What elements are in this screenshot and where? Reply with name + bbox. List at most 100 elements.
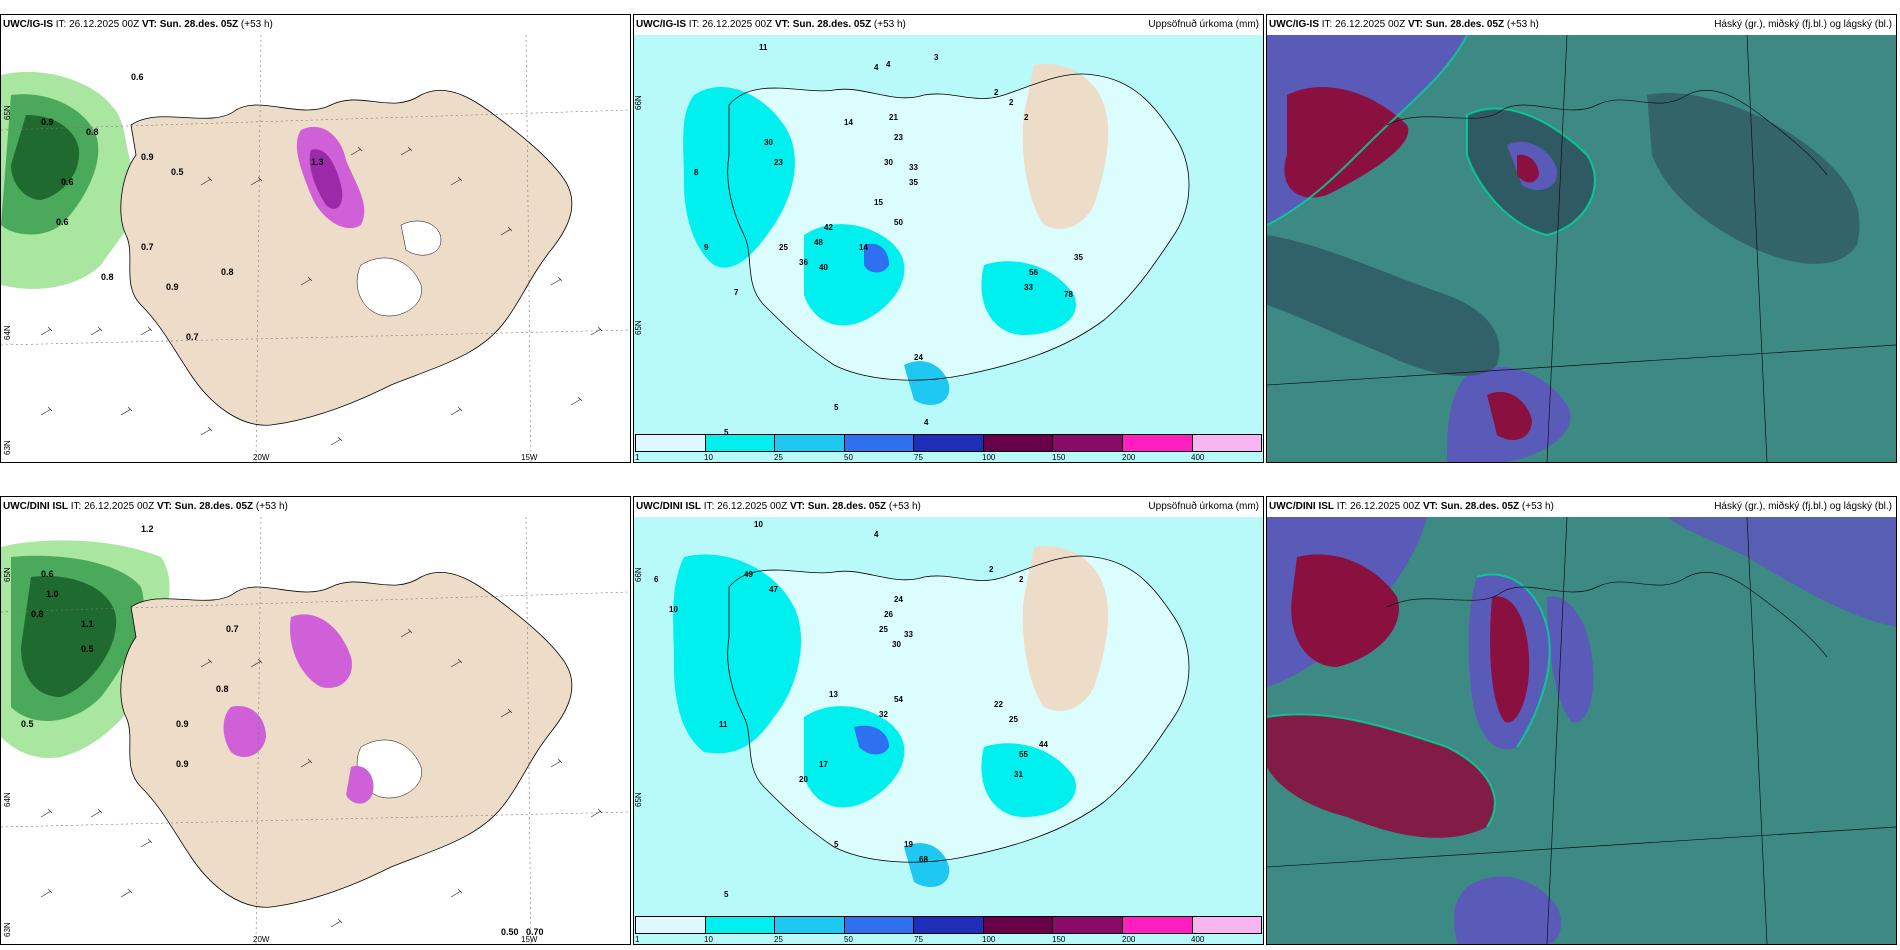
svg-text:11: 11 xyxy=(759,43,768,52)
svg-text:0.9: 0.9 xyxy=(166,282,179,292)
colorbar-label: 50 xyxy=(844,453,853,462)
lon-label: 20W xyxy=(253,453,270,462)
svg-text:0.5: 0.5 xyxy=(81,644,94,654)
lat-label: 65N xyxy=(634,792,643,807)
svg-text:36: 36 xyxy=(799,258,808,267)
panel-header: UWC/DINI ISL IT: 26.12.2025 00Z VT: Sun.… xyxy=(1269,501,1554,512)
svg-text:2: 2 xyxy=(1019,575,1024,584)
svg-text:50: 50 xyxy=(894,218,903,227)
svg-text:26: 26 xyxy=(884,610,893,619)
svg-text:5: 5 xyxy=(724,890,729,899)
svg-text:0.6: 0.6 xyxy=(56,217,69,227)
colorbar-swatch xyxy=(636,435,706,451)
colorbar-label: 50 xyxy=(844,935,853,944)
svg-text:0.7: 0.7 xyxy=(141,242,154,252)
colorbar-label: 200 xyxy=(1122,935,1136,944)
precip-colorbar xyxy=(635,916,1262,934)
svg-text:0.50: 0.50 xyxy=(501,927,519,937)
svg-text:7: 7 xyxy=(734,288,739,297)
precip-colorbar xyxy=(635,434,1262,452)
colorbar-swatch xyxy=(775,917,845,933)
colorbar-label: 150 xyxy=(1052,935,1066,944)
colorbar-swatch xyxy=(983,435,1054,451)
svg-text:1.1: 1.1 xyxy=(81,619,94,629)
svg-text:4: 4 xyxy=(874,530,879,539)
svg-text:4: 4 xyxy=(886,60,891,69)
svg-text:8: 8 xyxy=(694,168,699,177)
colorbar-label: 150 xyxy=(1052,453,1066,462)
colorbar-swatch xyxy=(1053,435,1123,451)
svg-text:55: 55 xyxy=(1019,750,1028,759)
svg-text:5: 5 xyxy=(724,428,729,437)
svg-text:25: 25 xyxy=(1009,715,1018,724)
colorbar-swatch xyxy=(1192,435,1262,451)
svg-text:24: 24 xyxy=(914,353,923,362)
svg-text:30: 30 xyxy=(764,138,773,147)
svg-text:33: 33 xyxy=(904,630,913,639)
panel-clouds-dini: UWC/DINI ISL IT: 26.12.2025 00Z VT: Sun.… xyxy=(1266,496,1897,945)
colorbar-swatch xyxy=(705,435,776,451)
colorbar-swatch xyxy=(844,435,915,451)
svg-text:14: 14 xyxy=(844,118,853,127)
svg-text:5: 5 xyxy=(834,403,839,412)
svg-text:33: 33 xyxy=(1024,283,1033,292)
svg-text:32: 32 xyxy=(879,710,888,719)
colorbar-label: 400 xyxy=(1191,935,1205,944)
svg-text:14: 14 xyxy=(859,243,868,252)
panel-header: UWC/IG-IS IT: 26.12.2025 00Z VT: Sun. 28… xyxy=(1269,19,1539,30)
panel-title: Uppsöfnuð úrkoma (mm) xyxy=(1148,501,1259,512)
colorbar-swatch xyxy=(1122,435,1193,451)
panel-header: UWC/DINI ISL IT: 26.12.2025 00Z VT: Sun.… xyxy=(3,501,288,512)
svg-text:2: 2 xyxy=(989,565,994,574)
svg-text:3: 3 xyxy=(934,53,939,62)
panel-clouds-igis: UWC/IG-IS IT: 26.12.2025 00Z VT: Sun. 28… xyxy=(1266,14,1897,463)
svg-text:19: 19 xyxy=(904,840,913,849)
svg-text:44: 44 xyxy=(1039,740,1048,749)
colorbar-swatch xyxy=(1053,917,1123,933)
svg-text:1.3: 1.3 xyxy=(311,157,324,167)
colorbar-label: 1 xyxy=(635,935,640,944)
svg-text:23: 23 xyxy=(774,158,783,167)
panel-title: Uppsöfnuð úrkoma (mm) xyxy=(1148,19,1259,30)
svg-text:10: 10 xyxy=(754,520,763,529)
svg-text:0.9: 0.9 xyxy=(176,759,189,769)
svg-text:0.8: 0.8 xyxy=(101,272,114,282)
svg-text:6: 6 xyxy=(654,575,659,584)
colorbar-label: 75 xyxy=(914,935,923,944)
colorbar-label: 100 xyxy=(982,935,996,944)
svg-text:0.5: 0.5 xyxy=(171,167,184,177)
svg-text:0.6: 0.6 xyxy=(131,72,144,82)
svg-text:0.7: 0.7 xyxy=(226,624,239,634)
svg-text:5: 5 xyxy=(834,840,839,849)
svg-text:30: 30 xyxy=(892,640,901,649)
svg-text:23: 23 xyxy=(894,133,903,142)
svg-text:13: 13 xyxy=(829,690,838,699)
precip-map: 10 4 2 2 24 26 25 30 33 49 47 13 54 32 2… xyxy=(634,517,1263,944)
svg-text:17: 17 xyxy=(819,760,828,769)
svg-text:0.7: 0.7 xyxy=(186,332,199,342)
svg-text:21: 21 xyxy=(889,113,898,122)
lat-label: 65N xyxy=(634,320,643,335)
colorbar-label: 10 xyxy=(704,453,713,462)
panel-wind-dini: UWC/DINI ISL IT: 26.12.2025 00Z VT: Sun.… xyxy=(0,496,631,945)
lat-label: 63N xyxy=(3,440,12,455)
wind-map: 1.2 0.6 1.0 0.8 1.1 0.5 0.9 0.7 0.8 0.5 … xyxy=(1,517,630,944)
colorbar-swatch xyxy=(1122,917,1193,933)
svg-text:1.0: 1.0 xyxy=(46,589,59,599)
svg-text:54: 54 xyxy=(894,695,903,704)
svg-text:4: 4 xyxy=(924,418,929,427)
wind-map: 0.6 0.9 0.8 0.9 0.6 0.5 0.8 0.7 0.9 1.3 … xyxy=(1,35,630,462)
panel-precip-dini: UWC/DINI ISL IT: 26.12.2025 00Z VT: Sun.… xyxy=(633,496,1264,945)
lon-label: 15W xyxy=(521,453,538,462)
panel-precip-igis: UWC/IG-IS IT: 26.12.2025 00Z VT: Sun. 28… xyxy=(633,14,1264,463)
svg-text:0.8: 0.8 xyxy=(221,267,234,277)
colorbar-label: 75 xyxy=(914,453,923,462)
svg-text:30: 30 xyxy=(884,158,893,167)
lat-label: 65N xyxy=(3,105,12,120)
svg-text:0.8: 0.8 xyxy=(86,127,99,137)
svg-text:56: 56 xyxy=(1029,268,1038,277)
svg-text:68: 68 xyxy=(919,855,928,864)
svg-text:11: 11 xyxy=(719,720,728,729)
svg-text:2: 2 xyxy=(994,88,999,97)
svg-text:35: 35 xyxy=(909,178,918,187)
